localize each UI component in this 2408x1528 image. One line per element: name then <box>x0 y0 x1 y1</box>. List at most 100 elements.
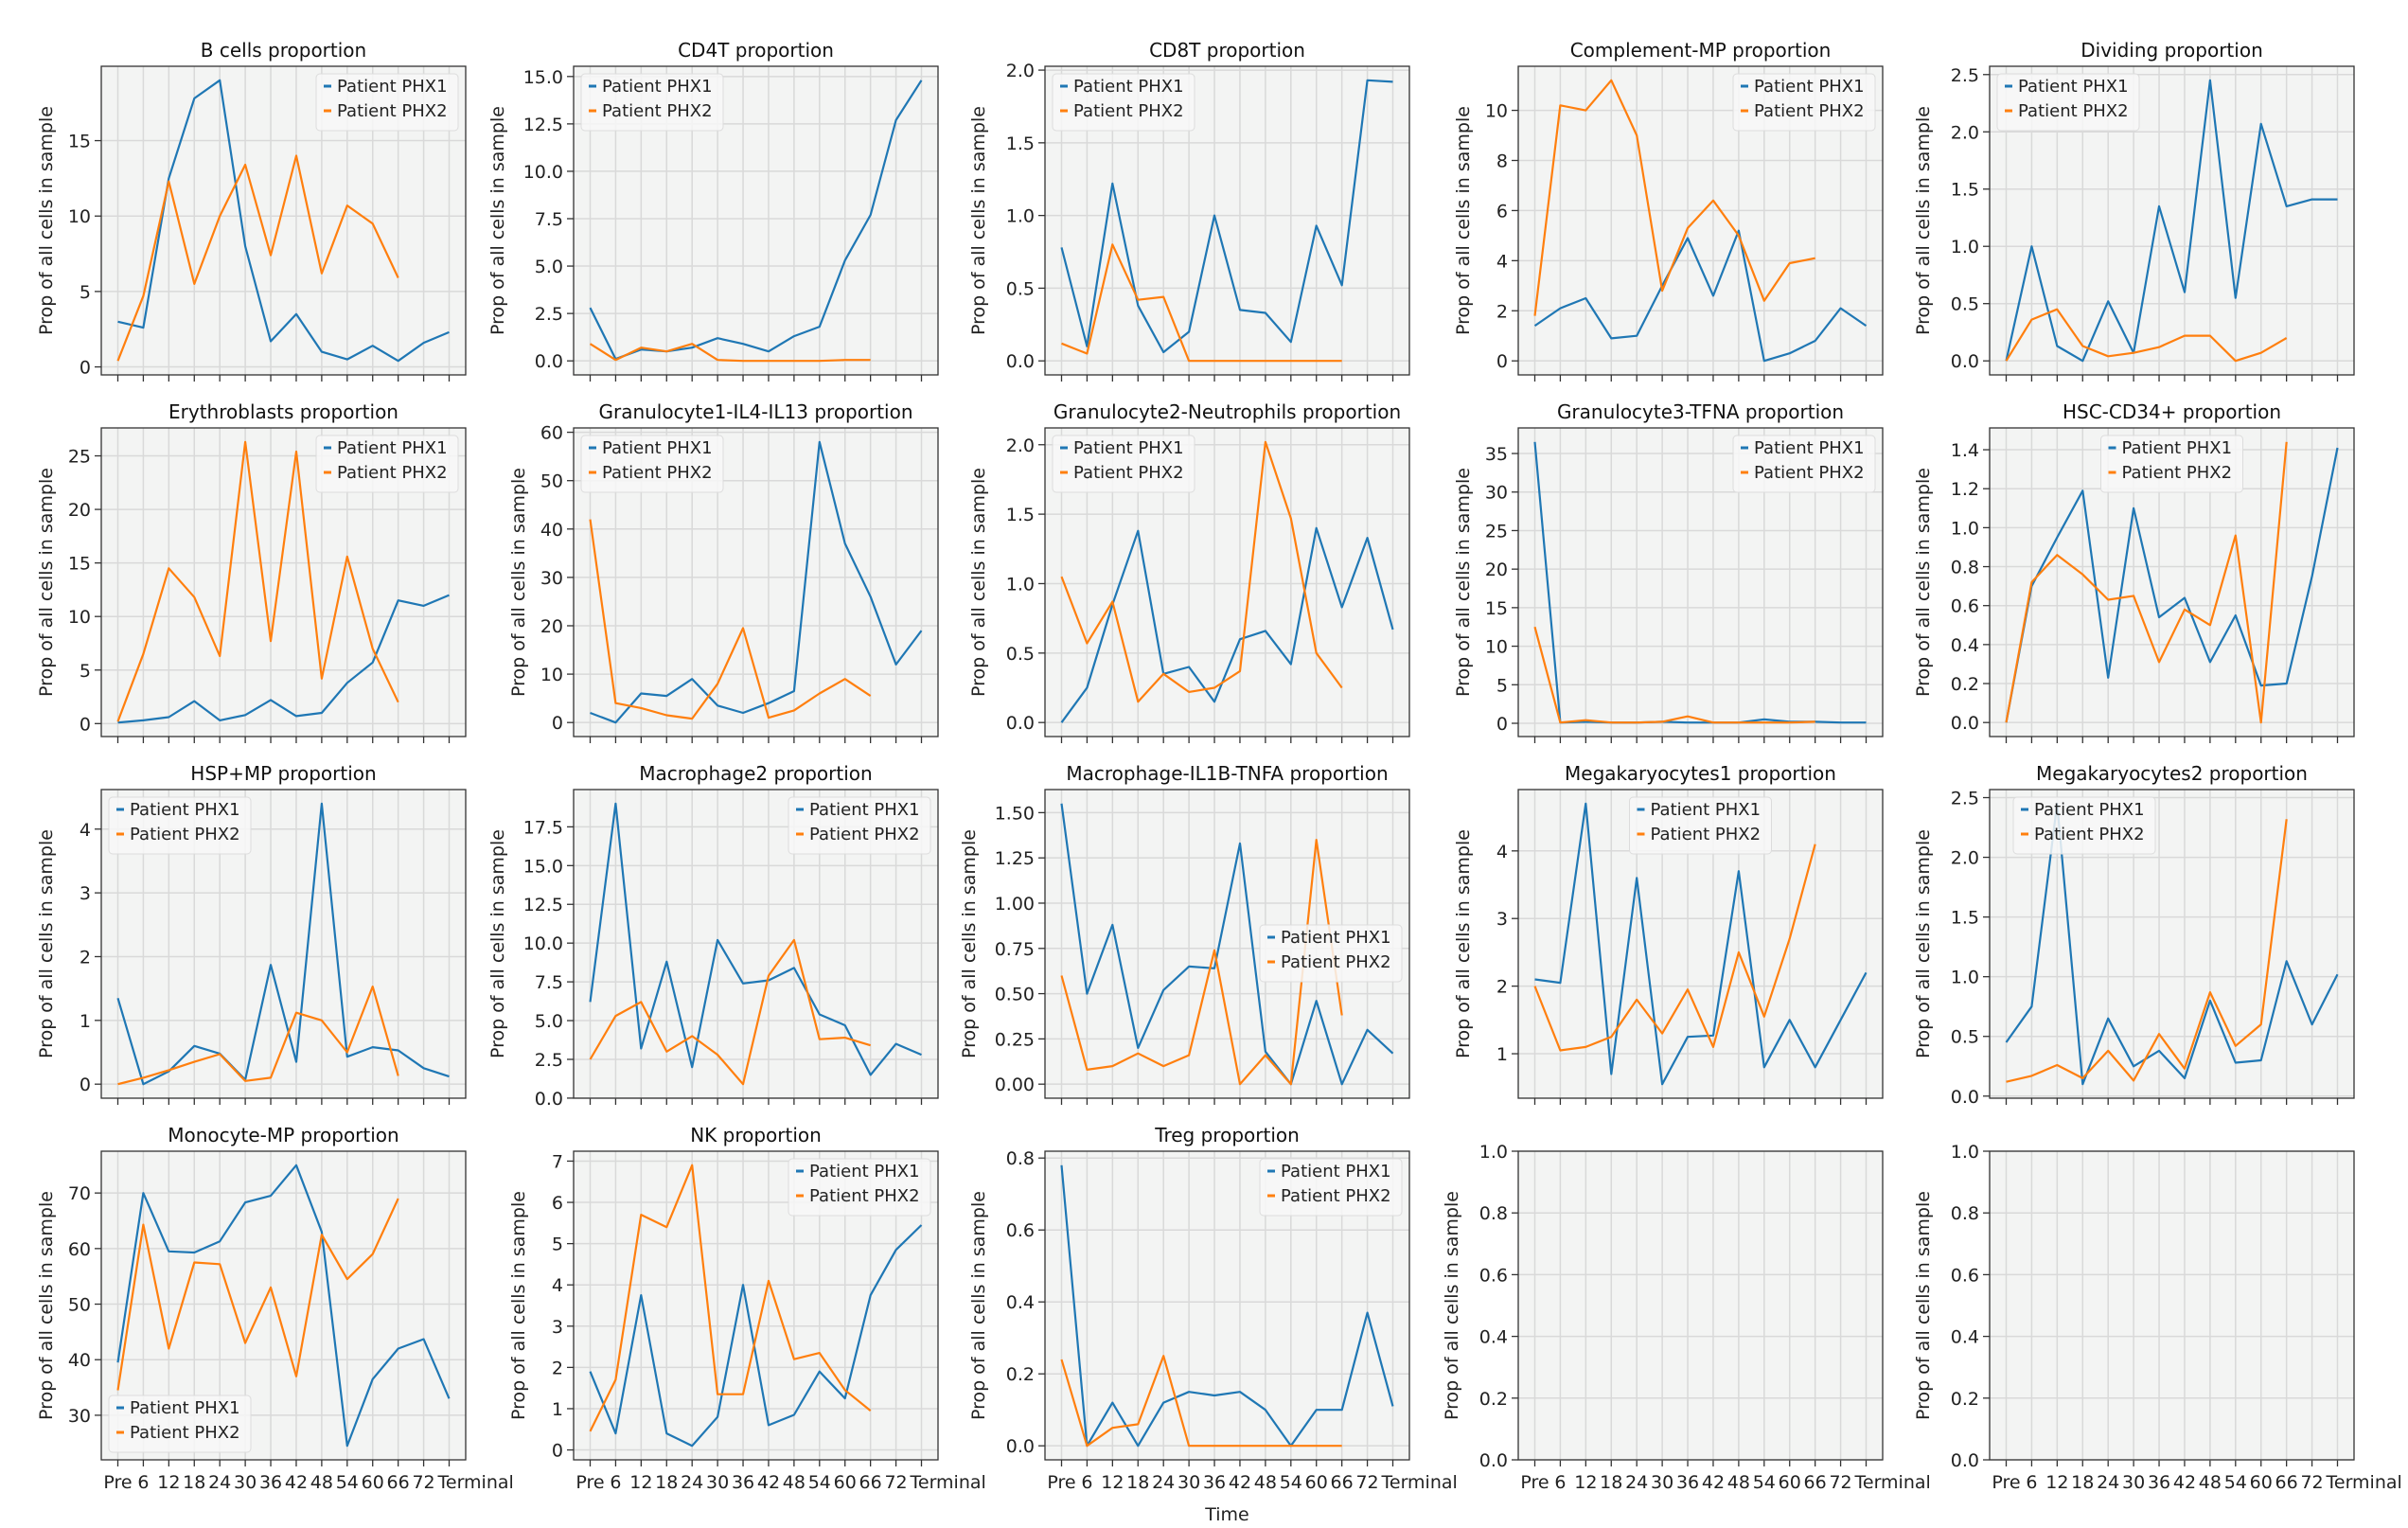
y-tick-label: 0.0 <box>1951 1087 1979 1108</box>
axes-background <box>1990 1151 2354 1460</box>
y-tick-label: 0.5 <box>1006 644 1035 665</box>
x-tick-label: Pre <box>575 1472 604 1493</box>
subplot-empty-18: Pre 6 12 18 24 30 36 42 48 54 60 66 72 Terminal 0.0 0.2… <box>1442 1142 1931 1493</box>
legend: Patient PHX1 Patient PHX2 <box>580 73 724 132</box>
y-axis-label: Prop of all cells in sample <box>1913 829 1934 1058</box>
y-tick-label: 2 <box>1496 977 1508 998</box>
x-tick-label: 30 <box>706 1472 729 1493</box>
subplot-title: CD8T proportion <box>1149 39 1305 62</box>
legend-label: Patient PHX2 <box>2122 463 2233 483</box>
x-tick-label: 12 <box>1101 1472 1124 1493</box>
y-tick-label: 7.5 <box>535 972 563 993</box>
y-tick-label: 2 <box>1496 301 1508 322</box>
y-tick-label: 0.5 <box>1006 278 1035 299</box>
x-tick-label: 66 <box>2275 1472 2298 1493</box>
series-line-patient-phx2 <box>2005 308 2288 363</box>
subplot-title: Treg proportion <box>1154 1124 1300 1146</box>
axes-frame <box>1989 1150 2355 1461</box>
legend-box <box>1259 1158 1403 1217</box>
y-tick-label: 0.0 <box>1951 351 1979 372</box>
y-tick-label: 15.0 <box>523 856 563 877</box>
axes-frame <box>1517 427 1884 737</box>
legend-box <box>2100 435 2243 493</box>
x-tick-label: 66 <box>1331 1472 1354 1493</box>
y-tick-label: 2.5 <box>535 1050 563 1071</box>
x-tick-label: 30 <box>1177 1472 1200 1493</box>
axes-frame <box>1044 789 1410 1099</box>
axes-frame <box>573 1150 939 1461</box>
legend-box <box>1996 73 2140 132</box>
legend-label: Patient PHX2 <box>337 101 448 121</box>
y-tick-label: 0.0 <box>1951 1450 1979 1471</box>
legend-label: Patient PHX1 <box>1281 1162 1391 1182</box>
legend-label: Patient PHX1 <box>1754 438 1865 458</box>
y-tick-label: 15 <box>1485 598 1508 619</box>
x-tick-label: 72 <box>1829 1472 1851 1493</box>
x-tick-label: 72 <box>412 1472 434 1493</box>
subplot-title: Megakaryocytes2 proportion <box>2036 762 2308 785</box>
y-tick-label: 1.5 <box>1006 505 1035 525</box>
x-tick-label: 60 <box>362 1472 384 1493</box>
x-tick-label: 36 <box>259 1472 282 1493</box>
legend-label: Patient PHX1 <box>1754 77 1865 97</box>
legend-label: Patient PHX2 <box>1281 1186 1391 1206</box>
series-line-patient-phx2 <box>1533 79 1815 316</box>
legend-label: Patient PHX2 <box>809 1186 920 1206</box>
y-tick-label: 0.4 <box>1006 1292 1035 1313</box>
y-axis-label: Prop of all cells in sample <box>36 1191 57 1420</box>
subplot-treg-proportion: Pre 6 12 18 24 30 36 42 48 54 60 66 72 Terminal 0.0 0.2… <box>968 1124 1458 1493</box>
y-tick-label: 0.8 <box>1951 558 1979 578</box>
subplot-megakaryocytes1-proportion: 1 2 3 4 Megakaryocytes1 proportion Prop of al… <box>1453 762 1884 1105</box>
series-line-patient-phx1 <box>1060 79 1393 354</box>
y-tick-label: 3 <box>80 883 91 904</box>
series-line-patient-phx1 <box>1060 803 1394 1086</box>
y-tick-label: 20 <box>540 616 563 637</box>
y-tick-label: 4 <box>552 1275 563 1296</box>
y-tick-label: 10 <box>540 665 563 685</box>
y-axis-label: Prop of all cells in sample <box>487 829 508 1058</box>
y-tick-label: 1.0 <box>1006 574 1035 595</box>
axes-frame <box>100 427 467 737</box>
x-tick-label: 18 <box>2071 1472 2094 1493</box>
axes-frame <box>1044 65 1410 376</box>
legend-label: Patient PHX1 <box>337 77 448 97</box>
y-tick-label: 0.5 <box>1951 294 1979 315</box>
series-line-patient-phx2 <box>1533 844 1816 1052</box>
x-tick-label: 12 <box>1574 1472 1597 1493</box>
legend: Patient PHX1 Patient PHX2 <box>788 1158 931 1217</box>
series-line-patient-phx2 <box>1533 626 1815 724</box>
y-tick-label: 17.5 <box>523 817 563 838</box>
legend-box <box>315 73 459 132</box>
y-axis-label: Prop of all cells in sample <box>508 468 529 697</box>
y-axis-label: Prop of all cells in sample <box>36 468 57 697</box>
x-tick-label: 24 <box>1152 1472 1175 1493</box>
y-tick-label: 60 <box>540 423 563 444</box>
legend-label: Patient PHX1 <box>602 77 713 97</box>
series-line-patient-phx2 <box>589 938 872 1086</box>
y-tick-label: 4 <box>1496 842 1508 862</box>
legend-label: Patient PHX2 <box>602 463 713 483</box>
legend-label: Patient PHX2 <box>130 825 240 844</box>
y-tick-label: 35 <box>1485 444 1508 465</box>
subplot-cd8t-proportion: 0.0 0.5 1.0 1.5 2.0 CD8T proportion Prop of al… <box>968 39 1410 382</box>
x-tick-label: 24 <box>1625 1472 1648 1493</box>
subplot-monocyte-mp-proportion: Pre 6 12 18 24 30 36 42 48 54 60 66 72 Terminal304050… <box>36 1124 514 1493</box>
y-tick-label: 5 <box>80 282 91 303</box>
y-axis-label: Prop of all cells in sample <box>1453 468 1474 697</box>
y-tick-label: 2 <box>80 947 91 968</box>
subplot-title: Erythroblasts proportion <box>168 400 398 423</box>
x-tick-label: 30 <box>234 1472 257 1493</box>
legend-label: Patient PHX2 <box>2034 825 2145 844</box>
x-tick-label: 6 <box>137 1472 149 1493</box>
y-tick-label: 25 <box>68 447 91 468</box>
subplot-title: CD4T proportion <box>678 39 834 62</box>
x-tick-label: 60 <box>2250 1472 2273 1493</box>
x-tick-label: 42 <box>757 1472 780 1493</box>
series-line-patient-phx1 <box>589 1224 923 1448</box>
series-line-patient-phx1 <box>589 80 923 361</box>
legend-box <box>1732 435 1876 493</box>
y-tick-label: 30 <box>1485 483 1508 504</box>
y-axis-label: Prop of all cells in sample <box>36 106 57 335</box>
y-axis-label: Prop of all cells in sample <box>968 1191 989 1420</box>
legend: Patient PHX1 Patient PHX2 <box>108 796 252 855</box>
